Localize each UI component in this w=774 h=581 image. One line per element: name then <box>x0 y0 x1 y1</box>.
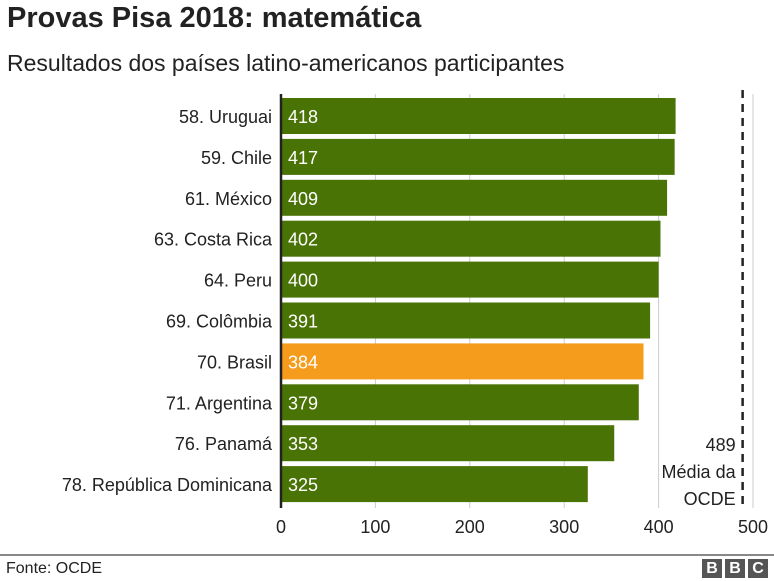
bar <box>281 220 661 257</box>
data-label: 353 <box>288 434 318 454</box>
bar <box>281 302 651 339</box>
data-label: 409 <box>288 189 318 209</box>
bar <box>281 466 588 503</box>
data-label: 400 <box>288 271 318 291</box>
data-label: 417 <box>288 148 318 168</box>
category-label: 59. Chile <box>201 148 272 168</box>
ocde-average-label: 489 <box>706 435 736 455</box>
category-label: 63. Costa Rica <box>154 230 273 250</box>
category-label: 71. Argentina <box>166 393 273 413</box>
ocde-average-label: Média da <box>662 462 737 482</box>
x-tick-label: 200 <box>455 517 485 537</box>
category-label: 76. Panamá <box>175 434 273 454</box>
bar <box>281 343 644 380</box>
footer-divider <box>0 554 774 556</box>
data-label: 418 <box>288 107 318 127</box>
source-note: Fonte: OCDE <box>6 560 103 577</box>
bar <box>281 425 615 462</box>
bar <box>281 138 675 175</box>
ocde-average-label: OCDE <box>684 489 736 509</box>
bar <box>281 179 668 216</box>
category-label: 70. Brasil <box>197 352 272 372</box>
data-label: 325 <box>288 475 318 495</box>
data-label: 379 <box>288 393 318 413</box>
bar <box>281 384 639 421</box>
data-label: 391 <box>288 312 318 332</box>
x-tick-label: 500 <box>738 517 768 537</box>
category-label: 69. Colômbia <box>166 312 273 332</box>
category-label: 64. Peru <box>204 271 272 291</box>
category-label: 61. México <box>185 189 272 209</box>
category-label: 58. Uruguai <box>179 107 272 127</box>
category-label: 78. República Dominicana <box>62 475 273 495</box>
x-tick-label: 400 <box>644 517 674 537</box>
x-tick-label: 0 <box>276 517 286 537</box>
chart-subtitle: Resultados dos países latino-americanos … <box>7 50 565 76</box>
chart-title: Provas Pisa 2018: matemática <box>7 2 422 34</box>
x-tick-label: 300 <box>549 517 579 537</box>
data-label: 402 <box>288 230 318 250</box>
x-tick-label: 100 <box>360 517 390 537</box>
bar <box>281 98 676 134</box>
bar <box>281 261 659 298</box>
data-label: 384 <box>288 352 318 372</box>
